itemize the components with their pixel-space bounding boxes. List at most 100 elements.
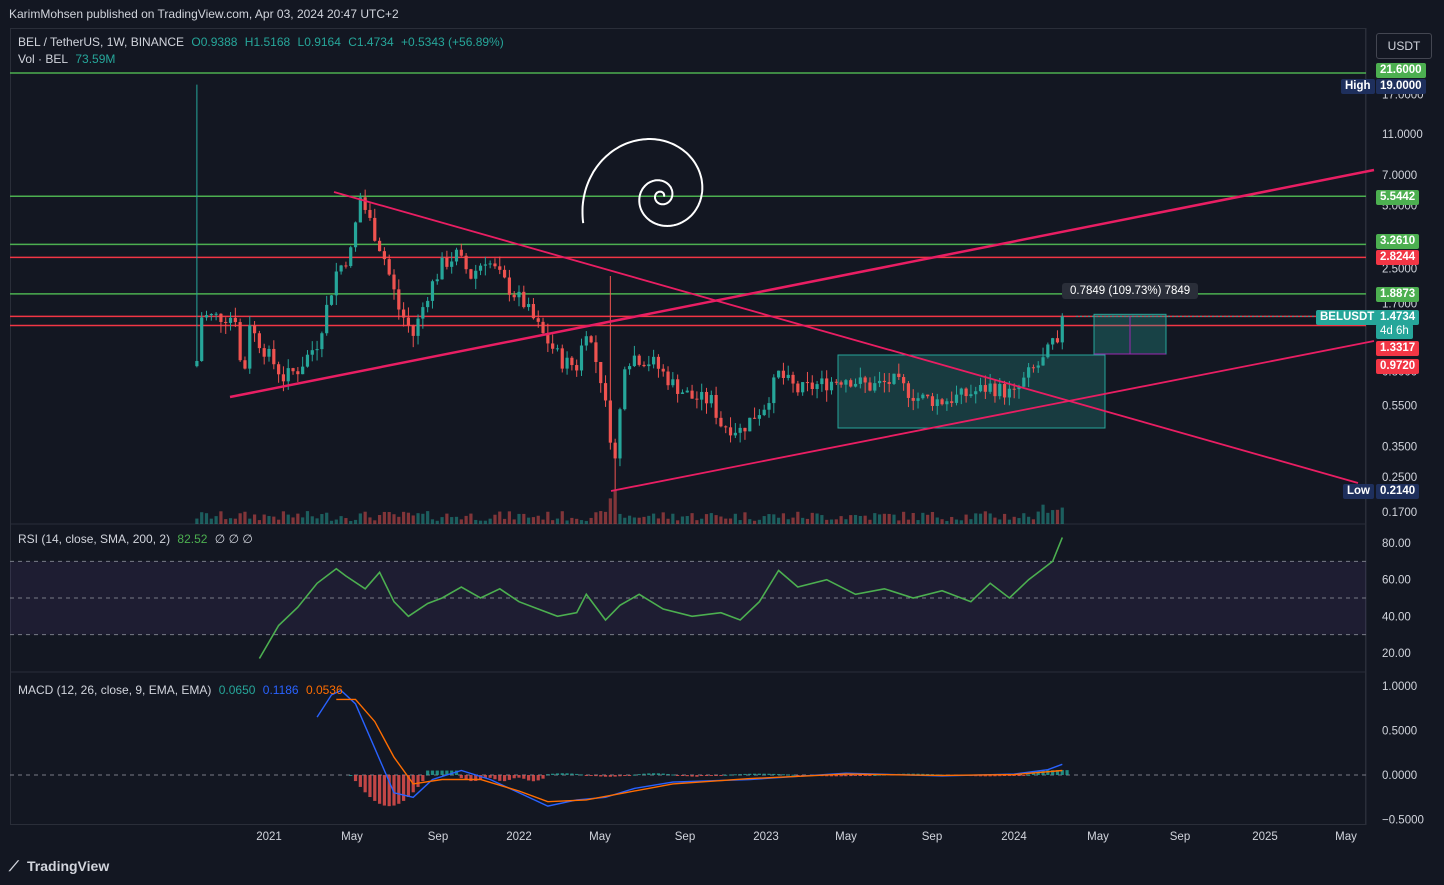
- candle-body: [1031, 367, 1036, 369]
- macd-histogram-bar: [728, 774, 733, 776]
- macd-histogram-bar: [421, 775, 425, 782]
- volume-bar: [805, 518, 810, 524]
- candle-body: [714, 394, 718, 418]
- candle-body: [334, 271, 338, 296]
- macd-histogram-bar: [406, 775, 411, 798]
- volume-bar: [613, 489, 617, 524]
- macd-histogram-bar: [632, 774, 636, 776]
- volume-bar: [252, 514, 257, 524]
- candle-body: [435, 279, 439, 282]
- volume-bar: [757, 519, 761, 524]
- candles-group: [195, 84, 1064, 492]
- candle-body: [531, 304, 536, 319]
- ohlc-low: L0.9164: [297, 35, 341, 49]
- measure-tooltip: 0.7849 (109.73%) 7849: [1062, 283, 1199, 299]
- candle-body: [315, 349, 319, 351]
- candle-body: [329, 295, 334, 305]
- macd-histogram-bar: [858, 775, 862, 776]
- volume-bar: [882, 513, 886, 524]
- volume-bar: [853, 514, 858, 524]
- macd-histogram-bar: [1060, 770, 1064, 775]
- volume-bar: [474, 519, 478, 524]
- macd-histogram-bar: [440, 770, 444, 775]
- volume-bar: [1051, 510, 1055, 524]
- currency-button[interactable]: USDT: [1376, 33, 1432, 59]
- candle-body: [998, 384, 1002, 397]
- volume-bar: [560, 511, 564, 524]
- volume-bar: [978, 513, 983, 524]
- candle-body: [786, 374, 790, 378]
- candle-body: [603, 383, 608, 401]
- macd-histogram-bar: [1007, 775, 1011, 776]
- volume-bar: [926, 514, 930, 524]
- candle-body: [930, 396, 935, 406]
- macd-histogram-bar: [1055, 770, 1060, 775]
- candle-body: [1007, 388, 1011, 398]
- time-axis-label: 2021: [256, 831, 282, 843]
- candle-body: [993, 383, 997, 397]
- candle-body: [325, 304, 329, 334]
- candle-body: [204, 315, 209, 318]
- macd-histogram-bar: [517, 775, 521, 778]
- volume-bar: [248, 518, 252, 524]
- candle-body: [983, 385, 987, 392]
- volume-bar: [680, 516, 685, 524]
- macd-histogram-bar: [690, 775, 694, 777]
- macd-histogram-bar: [791, 774, 795, 776]
- volume-bar: [551, 520, 555, 524]
- volume-bar: [849, 515, 853, 524]
- volume-bar: [416, 513, 420, 524]
- volume-bar: [892, 514, 896, 524]
- price-label-2-8244: 2.8244: [1376, 250, 1420, 265]
- macd-histogram-bar: [1065, 770, 1069, 775]
- macd-histogram-bar: [863, 775, 867, 776]
- volume-legend: Vol · BEL 73.59M: [18, 52, 119, 66]
- candle-body: [1022, 377, 1026, 387]
- candle-body: [502, 269, 507, 278]
- tradingview-logo-icon: ⟋: [9, 858, 19, 874]
- candle-body: [344, 265, 348, 267]
- volume-bar: [623, 517, 627, 524]
- candle-body: [392, 274, 396, 290]
- volume-bar: [1007, 519, 1011, 524]
- candle-body: [377, 240, 382, 252]
- high-tag: High: [1341, 79, 1375, 94]
- macd-histogram-bar: [738, 774, 742, 776]
- volume-bar: [305, 511, 310, 524]
- candle-body: [642, 364, 646, 367]
- candle-body: [719, 417, 723, 427]
- volume-bar: [397, 516, 401, 524]
- volume-bar: [363, 511, 367, 524]
- candle-body: [959, 388, 963, 395]
- macd-histogram-bar: [469, 775, 473, 782]
- volume-bar: [1041, 504, 1045, 524]
- volume-bar: [993, 517, 997, 524]
- candle-body: [671, 379, 675, 386]
- candle-body: [887, 382, 891, 384]
- volume-bar: [1046, 512, 1050, 524]
- time-axis-label: May: [589, 831, 611, 843]
- time-axis-label: Sep: [428, 831, 448, 843]
- candle-body: [430, 281, 435, 301]
- volume-bar: [368, 517, 372, 524]
- volume-bar: [483, 520, 487, 524]
- volume-bar: [281, 511, 286, 524]
- macd-histogram-bar: [618, 775, 622, 777]
- candle-body: [911, 397, 915, 401]
- candle-body: [584, 336, 588, 346]
- macd-histogram-bar: [531, 775, 536, 782]
- macd-histogram-bar: [589, 775, 593, 776]
- volume-bar: [647, 515, 651, 524]
- macd-histogram-bar: [704, 775, 709, 776]
- volume-bar: [844, 519, 848, 524]
- volume-bar: [728, 518, 733, 524]
- macd-histogram-bar: [873, 774, 877, 776]
- candle-body: [402, 309, 406, 318]
- candle-body: [945, 401, 949, 405]
- macd-histogram-bar: [834, 775, 838, 777]
- volume-bar: [930, 511, 935, 524]
- volume-bar: [627, 515, 632, 524]
- volume-bar: [724, 518, 728, 524]
- volume-bar: [902, 511, 906, 524]
